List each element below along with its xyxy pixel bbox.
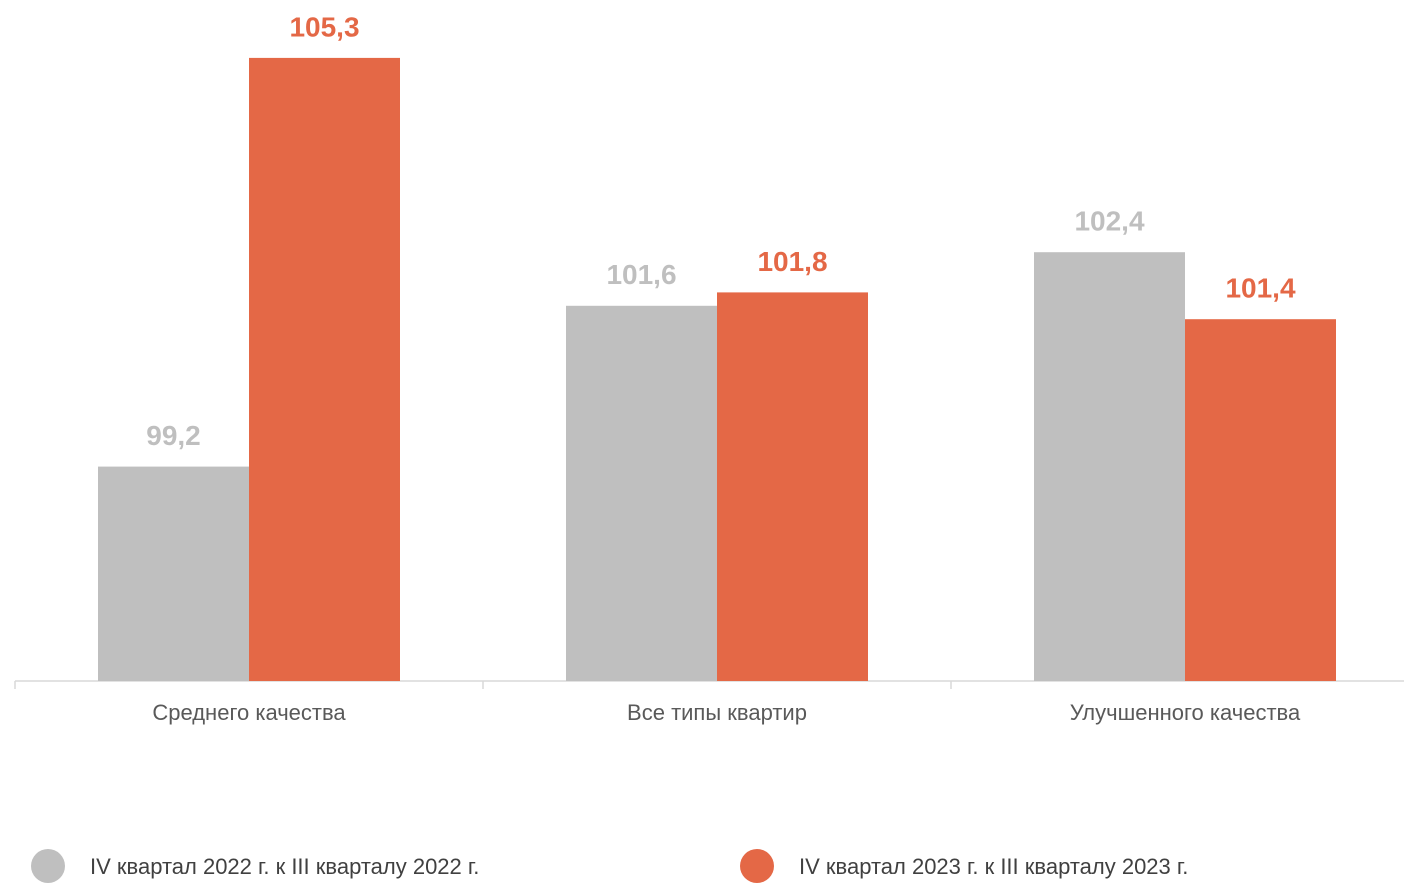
value-label: 101,6: [606, 259, 676, 290]
value-label: 105,3: [289, 11, 359, 42]
x-tick-label: Все типы квартир: [627, 700, 807, 725]
legend-marker: [740, 849, 774, 883]
bar: [566, 305, 717, 681]
value-label: 101,4: [1225, 273, 1295, 304]
x-tick-label: Среднего качества: [152, 700, 346, 725]
legend-label: IV квартал 2023 г. к III кварталу 2023 г…: [799, 854, 1188, 879]
bar: [1185, 319, 1336, 681]
bar: [1034, 252, 1185, 681]
bar: [249, 57, 400, 681]
value-label: 101,8: [757, 246, 827, 277]
legend-marker: [31, 849, 65, 883]
bar: [717, 292, 868, 681]
value-label: 102,4: [1074, 206, 1144, 237]
x-tick-label: Улучшенного качества: [1070, 700, 1301, 725]
value-label: 99,2: [146, 420, 201, 451]
bar: [98, 466, 249, 681]
legend-label: IV квартал 2022 г. к III кварталу 2022 г…: [90, 854, 479, 879]
